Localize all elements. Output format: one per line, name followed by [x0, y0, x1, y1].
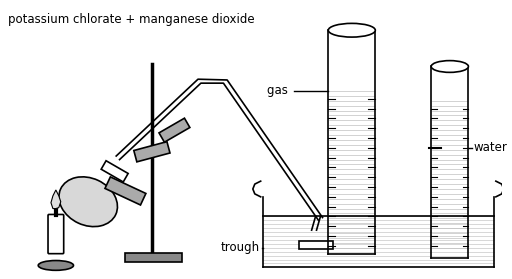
Text: water: water [473, 141, 507, 154]
FancyBboxPatch shape [48, 215, 63, 254]
Polygon shape [105, 177, 146, 205]
Text: potassium chlorate + manganese dioxide: potassium chlorate + manganese dioxide [8, 13, 254, 26]
Text: trough: trough [221, 241, 260, 254]
Ellipse shape [328, 23, 375, 37]
Polygon shape [101, 161, 128, 182]
Polygon shape [159, 118, 190, 142]
Polygon shape [125, 253, 182, 263]
Ellipse shape [431, 61, 468, 72]
Ellipse shape [59, 177, 117, 227]
Ellipse shape [38, 261, 74, 270]
Polygon shape [51, 190, 61, 209]
Polygon shape [299, 241, 333, 249]
Polygon shape [134, 142, 170, 162]
Bar [328, 30, 375, 91]
Text: gas: gas [267, 85, 292, 97]
